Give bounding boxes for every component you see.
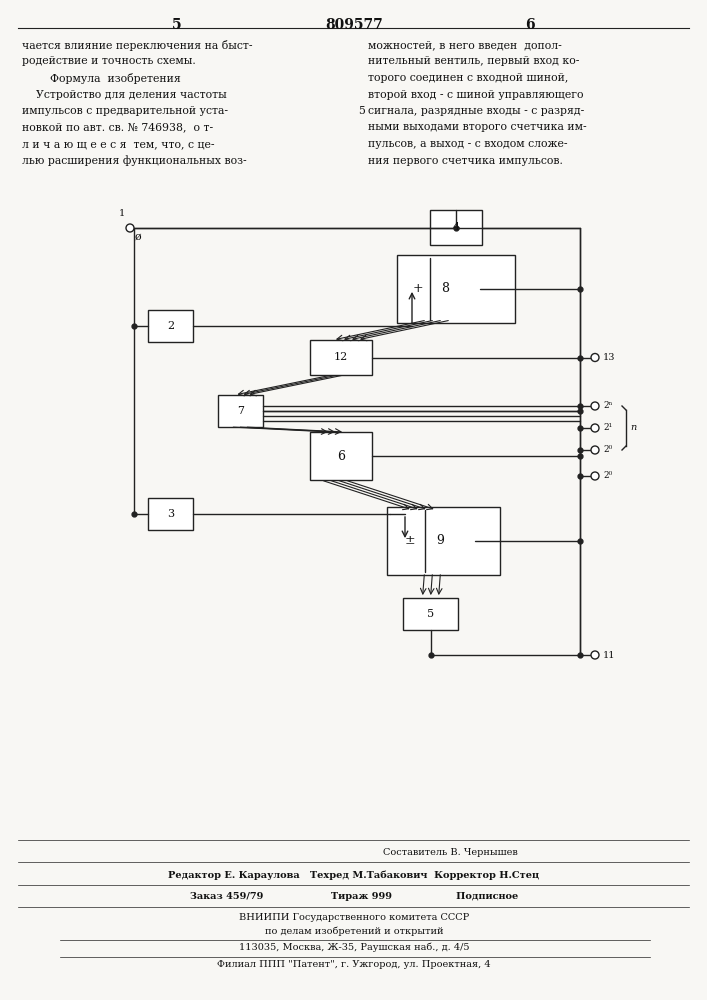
Bar bbox=[397, 255, 515, 323]
Text: импульсов с предварительной уста-: импульсов с предварительной уста- bbox=[22, 106, 228, 116]
Text: ø: ø bbox=[135, 232, 141, 242]
Text: ВНИИПИ Государственного комитета СССР: ВНИИПИ Государственного комитета СССР bbox=[239, 913, 469, 922]
Text: 13: 13 bbox=[603, 353, 616, 362]
Text: Редактор Е. Караулова   Техред М.Табакович  Корректор Н.Стец: Редактор Е. Караулова Техред М.Табакович… bbox=[168, 870, 539, 880]
Circle shape bbox=[591, 424, 599, 432]
Text: Устройство для деления частоты: Устройство для деления частоты bbox=[22, 90, 227, 100]
Text: л и ч а ю щ е е с я  тем, что, с це-: л и ч а ю щ е е с я тем, что, с це- bbox=[22, 139, 214, 149]
Text: родействие и точность схемы.: родействие и точность схемы. bbox=[22, 56, 196, 66]
Circle shape bbox=[591, 651, 599, 659]
Text: 11: 11 bbox=[603, 650, 616, 660]
Text: ными выходами второго счетчика им-: ными выходами второго счетчика им- bbox=[368, 122, 587, 132]
Text: 2¹: 2¹ bbox=[603, 424, 612, 432]
Text: Составитель В. Чернышев: Составитель В. Чернышев bbox=[382, 848, 518, 857]
Bar bbox=[148, 498, 193, 530]
Bar bbox=[403, 598, 458, 630]
Text: 2: 2 bbox=[167, 321, 174, 331]
Text: 2ⁿ: 2ⁿ bbox=[603, 401, 612, 410]
Text: 6: 6 bbox=[525, 18, 534, 32]
Text: второй вход - с шиной управляющего: второй вход - с шиной управляющего bbox=[368, 90, 583, 100]
Text: 5: 5 bbox=[358, 106, 365, 116]
Text: 12: 12 bbox=[334, 353, 348, 362]
Circle shape bbox=[591, 446, 599, 454]
Text: можностей, в него введен  допол-: можностей, в него введен допол- bbox=[368, 40, 562, 50]
Text: 8: 8 bbox=[441, 282, 449, 296]
Bar bbox=[148, 310, 193, 342]
Text: 5: 5 bbox=[173, 18, 182, 32]
Text: 2⁰: 2⁰ bbox=[603, 446, 612, 454]
Text: Формула  изобретения: Формула изобретения bbox=[22, 73, 181, 84]
Text: ния первого счетчика импульсов.: ния первого счетчика импульсов. bbox=[368, 155, 563, 165]
Text: нительный вентиль, первый вход ко-: нительный вентиль, первый вход ко- bbox=[368, 56, 579, 66]
Text: 3: 3 bbox=[167, 509, 174, 519]
Text: торого соединен с входной шиной,: торого соединен с входной шиной, bbox=[368, 73, 568, 83]
Circle shape bbox=[591, 472, 599, 480]
Bar bbox=[310, 340, 372, 375]
Text: 113035, Москва, Ж-35, Раушская наб., д. 4/5: 113035, Москва, Ж-35, Раушская наб., д. … bbox=[239, 943, 469, 952]
Bar bbox=[430, 210, 482, 245]
Text: сигнала, разрядные входы - с разряд-: сигнала, разрядные входы - с разряд- bbox=[368, 106, 584, 116]
Text: пульсов, а выход - с входом сложе-: пульсов, а выход - с входом сложе- bbox=[368, 139, 568, 149]
Text: +: + bbox=[413, 282, 423, 296]
Text: 7: 7 bbox=[237, 406, 244, 416]
Text: 6: 6 bbox=[337, 450, 345, 462]
Text: ±: ± bbox=[404, 534, 415, 548]
Bar bbox=[387, 507, 500, 575]
Bar bbox=[390, 510, 475, 572]
Bar bbox=[400, 258, 480, 320]
Text: чается влияние переключения на быст-: чается влияние переключения на быст- bbox=[22, 40, 252, 51]
Bar bbox=[218, 395, 263, 427]
Text: 1: 1 bbox=[119, 209, 125, 218]
Circle shape bbox=[126, 224, 134, 232]
Text: по делам изобретений и открытий: по делам изобретений и открытий bbox=[264, 927, 443, 936]
Circle shape bbox=[591, 402, 599, 410]
Circle shape bbox=[591, 354, 599, 361]
Text: Заказ 459/79                    Тираж 999                   Подписное: Заказ 459/79 Тираж 999 Подписное bbox=[190, 892, 518, 901]
Text: лью расширения функциональных воз-: лью расширения функциональных воз- bbox=[22, 155, 247, 166]
Text: 809577: 809577 bbox=[325, 18, 383, 32]
Text: 4: 4 bbox=[452, 223, 460, 232]
Text: новкой по авт. св. № 746938,  о т-: новкой по авт. св. № 746938, о т- bbox=[22, 122, 213, 132]
Text: 9: 9 bbox=[436, 534, 445, 548]
Text: n: n bbox=[630, 424, 636, 432]
Bar bbox=[310, 432, 372, 480]
Text: 5: 5 bbox=[427, 609, 434, 619]
Text: Филиал ППП "Патент", г. Ужгород, ул. Проектная, 4: Филиал ППП "Патент", г. Ужгород, ул. Про… bbox=[217, 960, 491, 969]
Text: 2⁰: 2⁰ bbox=[603, 472, 612, 481]
